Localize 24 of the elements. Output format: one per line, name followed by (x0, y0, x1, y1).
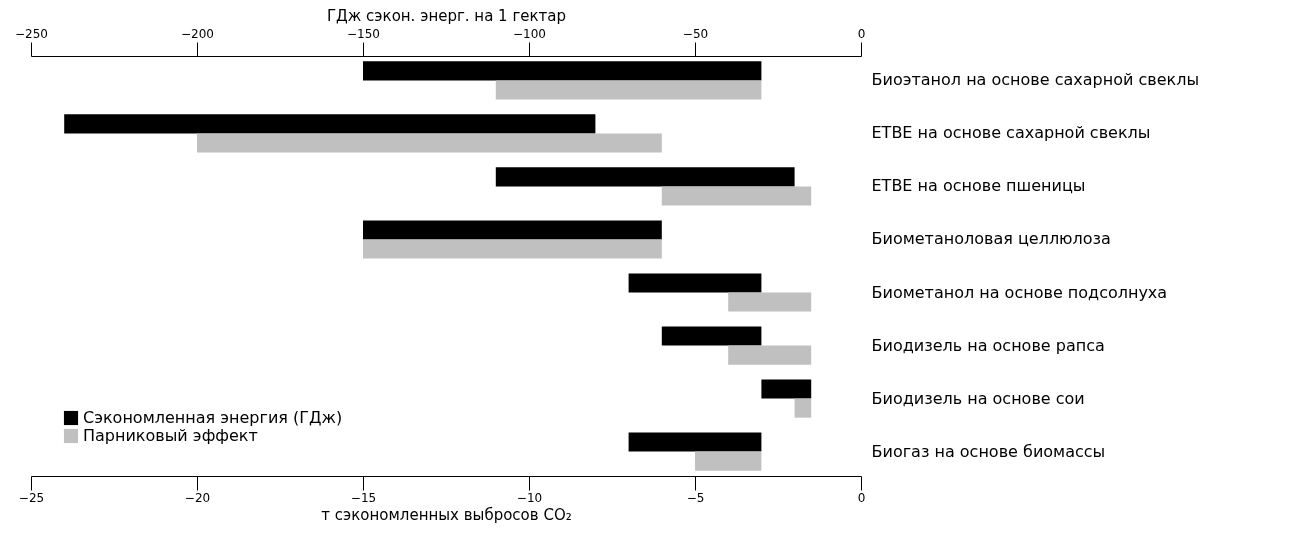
x2-axis-title: ГДж сэкон. энерг. на 1 гектар (326, 6, 567, 25)
y-tick-label: ETBE на основе пшеницы (871, 176, 1086, 196)
x-tick-label: −20 (184, 490, 211, 505)
y-tick-label: Биоэтанол на основе сахарной свеклы (871, 70, 1200, 90)
x-tick-label: −10 (516, 490, 543, 505)
x-axis-title: т сэкономленных выбросов CO₂ (321, 505, 572, 524)
x-tick-label: −15 (350, 490, 377, 505)
y-tick-label: Биодизель на основе сои (871, 388, 1085, 408)
y-tick-label: Биометанол на основе подсолнуха (871, 282, 1168, 302)
x2-tick-label: −150 (347, 26, 380, 41)
x2-tick-label: −250 (15, 26, 48, 41)
x2-tick-label: −200 (181, 26, 214, 41)
y-tick-label: ETBE на основе сахарной свеклы (871, 123, 1151, 143)
x2-tick-label: −100 (513, 26, 546, 41)
x-tick-label: −25 (18, 490, 45, 505)
x2-tick-label: 0 (857, 26, 866, 41)
x-tick-label: −5 (686, 490, 705, 505)
legend-label: Парниковый эффект (83, 426, 258, 445)
x-tick-label: 0 (857, 490, 866, 505)
x2-tick-label: −50 (682, 26, 709, 41)
y-tick-label: Биометаноловая целлюлоза (871, 229, 1111, 249)
legend-label: Сэкономленная энергия (ГДж) (83, 408, 343, 427)
y-tick-label: Биогаз на основе биомассы (871, 441, 1106, 461)
y-tick-label: Биодизель на основе рапса (871, 335, 1105, 355)
